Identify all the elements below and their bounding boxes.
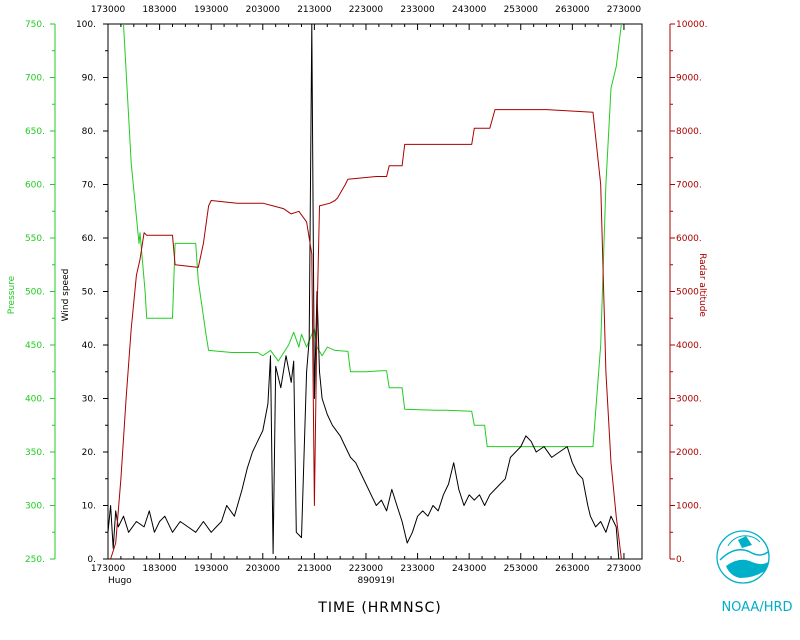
plot-frame — [107, 23, 643, 560]
pressure-tick-label: 700. — [25, 74, 45, 84]
x-tick-label: 233000 — [400, 564, 435, 574]
wind-tick-label: 70. — [82, 181, 96, 191]
radar-tick-label: 2000. — [676, 448, 702, 458]
radar-tick-label: 4000. — [676, 341, 702, 351]
x-tick-label-top: 273000 — [607, 5, 642, 15]
x-tick-label-top: 203000 — [246, 5, 281, 15]
pressure-axis-label: Pressure — [7, 275, 17, 314]
pressure-tick-label: 300. — [25, 502, 45, 512]
storm-name: Hugo — [108, 576, 132, 586]
x-tick-label-top: 213000 — [297, 5, 332, 15]
wind-tick-label: 0. — [87, 555, 96, 565]
wind-tick-label: 50. — [82, 288, 96, 298]
pressure-tick-label: 450. — [25, 341, 45, 351]
wind-tick-label: 30. — [82, 395, 96, 405]
pressure-tick-label: 750. — [25, 20, 45, 30]
radar-tick-label: 9000. — [676, 74, 702, 84]
pressure-axis-ticks: 250. 300. 350. 400. 450. 500. 550. 600. 650. 700.… — [25, 20, 55, 565]
x-tick-label: 213000 — [297, 564, 332, 574]
radar-axis-ticks: 0. 1000. 2000. 3000. 4000. 5000. 6000. 7000. 800… — [670, 20, 708, 565]
pressure-series-line — [123, 23, 622, 448]
wind-axis-label: Wind speed — [61, 269, 71, 322]
wind-tick-label: 40. — [82, 341, 96, 351]
x-axis-label: TIME (HRMNSC) — [317, 600, 441, 616]
radar-axis-label: Radar altitude — [697, 253, 707, 317]
radar-series-line — [110, 109, 622, 560]
x-tick-label: 223000 — [349, 564, 384, 574]
x-axis-ticks-top: 173000 183000 193000 203000 213000 223000 2330… — [91, 5, 642, 30]
radar-tick-label: 6000. — [676, 234, 702, 244]
wind-tick-label: 10. — [82, 502, 96, 512]
noaa-logo — [716, 530, 770, 584]
x-tick-label-top: 193000 — [194, 5, 229, 15]
x-tick-label: 193000 — [194, 564, 229, 574]
wind-tick-label: 100. — [76, 20, 96, 30]
pressure-tick-label: 400. — [25, 395, 45, 405]
pressure-tick-label: 650. — [25, 127, 45, 137]
wind-axis-ticks: 0. 10. 20. 30. 40. 50. 60. 70. 80. 90. 100. — [76, 20, 642, 565]
wind-tick-label: 60. — [82, 234, 96, 244]
pressure-tick-label: 350. — [25, 448, 45, 458]
x-tick-label: 173000 — [91, 564, 126, 574]
series-layer — [107, 23, 622, 560]
x-tick-label: 203000 — [246, 564, 281, 574]
radar-tick-label: 10000. — [676, 20, 708, 30]
x-tick-label: 253000 — [504, 564, 539, 574]
x-axis-ticks-bottom: 173000 183000 193000 203000 213000 223000 2330… — [91, 553, 642, 574]
pressure-tick-label: 500. — [25, 288, 45, 298]
pressure-tick-label: 550. — [25, 234, 45, 244]
pressure-tick-label: 250. — [25, 555, 45, 565]
x-tick-label-top: 233000 — [400, 5, 435, 15]
x-tick-label: 183000 — [142, 564, 177, 574]
radar-tick-label: 1000. — [676, 502, 702, 512]
radar-tick-label: 5000. — [676, 288, 702, 298]
wind-tick-label: 90. — [82, 74, 96, 84]
wind-tick-label: 80. — [82, 127, 96, 137]
x-tick-label-top: 183000 — [142, 5, 177, 15]
pressure-tick-label: 600. — [25, 181, 45, 191]
credit-label: NOAA/HRD — [721, 600, 792, 615]
x-tick-label-top: 243000 — [452, 5, 487, 15]
radar-tick-label: 8000. — [676, 127, 702, 137]
radar-tick-label: 3000. — [676, 395, 702, 405]
x-tick-label: 263000 — [555, 564, 590, 574]
radar-tick-label: 7000. — [676, 181, 702, 191]
x-tick-label: 243000 — [452, 564, 487, 574]
wind-series-line — [107, 23, 620, 560]
x-tick-label-top: 263000 — [555, 5, 590, 15]
wind-tick-label: 20. — [82, 448, 96, 458]
x-tick-label-top: 253000 — [504, 5, 539, 15]
x-tick-label-top: 173000 — [91, 5, 126, 15]
radar-tick-label: 0. — [676, 555, 685, 565]
flight-id: 890919I — [357, 576, 394, 586]
x-tick-label: 273000 — [607, 564, 642, 574]
x-tick-label-top: 223000 — [349, 5, 384, 15]
